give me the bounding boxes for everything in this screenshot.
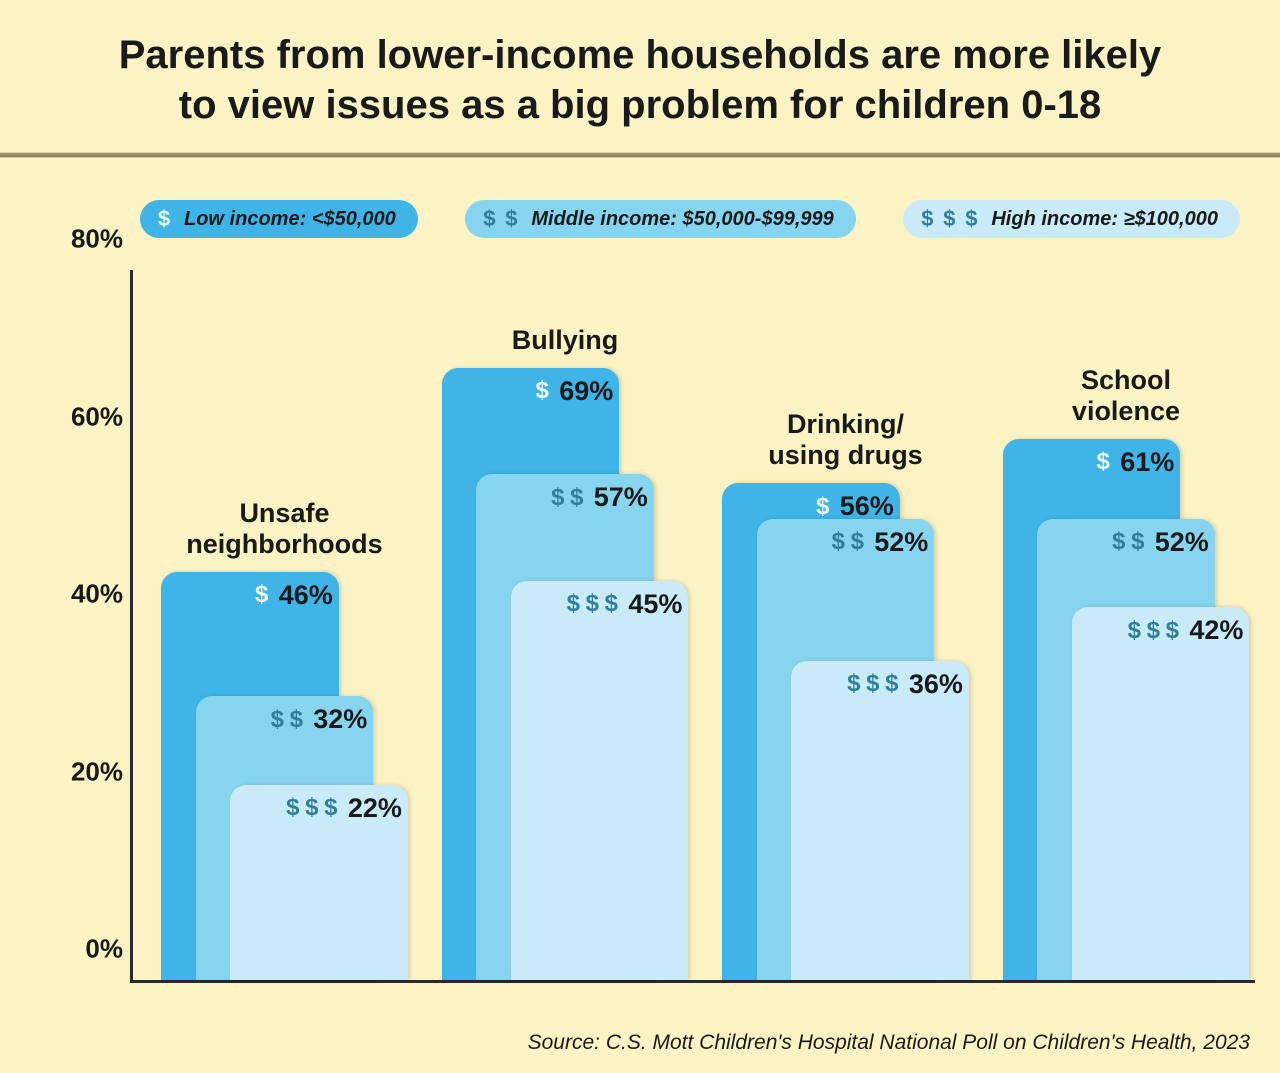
bar-value-label: $ 46% [161,580,333,611]
bar-value-label: $ 61% [1003,447,1175,478]
bar-high: $$$ 42% [1072,607,1250,980]
title-line-2: to view issues as a big problem for chil… [179,83,1102,127]
bar-percent: 56% [840,491,894,522]
bar-high: $$$ 22% [230,785,408,980]
chart-title: Parents from lower-income households are… [60,30,1220,130]
bar-high: $$$ 45% [511,581,689,980]
bar-percent: 46% [279,580,333,611]
bar-percent: 69% [559,376,613,407]
legend-label-low: Low income: <$50,000 [184,208,396,231]
category-label: Unsafeneighborhoods [164,498,404,560]
category-label: Schoolviolence [1006,365,1246,427]
source-citation: Source: C.S. Mott Children's Hospital Na… [528,1031,1250,1055]
bar-value-label: $$ 52% [757,527,929,558]
legend-label-middle: Middle income: $50,000-$99,999 [531,208,833,231]
bar-value-label: $ 69% [442,376,614,407]
bar-value-label: $$$ 22% [230,793,402,824]
bar-value-label: $$ 52% [1037,527,1209,558]
bar-value-label: $$$ 36% [791,669,963,700]
bar-percent: 57% [594,482,648,513]
bar-percent: 42% [1189,615,1243,646]
title-line-1: Parents from lower-income households are… [119,33,1162,77]
plot-area: 0%20%40%60%80% $ 46% $$ 32% $$$ 22% Unsa… [130,270,1255,983]
category-label: Bullying [445,325,685,356]
legend-label-high: High income: ≥$100,000 [991,208,1218,231]
chart-area: 0%20%40%60%80% $ 46% $$ 32% $$$ 22% Unsa… [55,250,1255,1003]
chart-title-wrap: Parents from lower-income households are… [0,0,1280,152]
legend-item-high: $$$High income: ≥$100,000 [903,200,1240,238]
bar-percent: 61% [1120,447,1174,478]
bar-percent: 45% [628,589,682,620]
bar-group: $ 61% $$ 52% $$$ 42% Schoolviolence [1003,270,1250,980]
bar-group: $ 56% $$ 52% $$$ 36% Drinking/using drug… [722,270,969,980]
bar-high: $$$ 36% [791,661,969,981]
bar-group: $ 69% $$ 57% $$$ 45% Bullying [442,270,689,980]
bar-value-label: $ 56% [722,491,894,522]
bar-value-label: $$ 57% [476,482,648,513]
bar-group: $ 46% $$ 32% $$$ 22% Unsafeneighborhoods [161,270,408,980]
bar-percent: 36% [909,669,963,700]
legend-item-low: $Low income: <$50,000 [140,200,418,238]
bar-percent: 22% [348,793,402,824]
header-divider [0,152,1280,158]
category-label: Drinking/using drugs [725,409,965,471]
legend-item-middle: $$Middle income: $50,000-$99,999 [465,200,855,238]
y-tick-label: 40% [71,579,123,610]
bar-value-label: $$$ 45% [511,589,683,620]
bar-percent: 32% [313,704,367,735]
y-tick-label: 60% [71,401,123,432]
y-tick-label: 20% [71,756,123,787]
y-tick-label: 80% [71,224,123,255]
legend: $Low income: <$50,000 $$Middle income: $5… [140,200,1240,238]
bar-value-label: $$ 32% [196,704,368,735]
bar-percent: 52% [1155,527,1209,558]
bar-percent: 52% [874,527,928,558]
bar-value-label: $$$ 42% [1072,615,1244,646]
y-tick-label: 0% [85,934,123,965]
